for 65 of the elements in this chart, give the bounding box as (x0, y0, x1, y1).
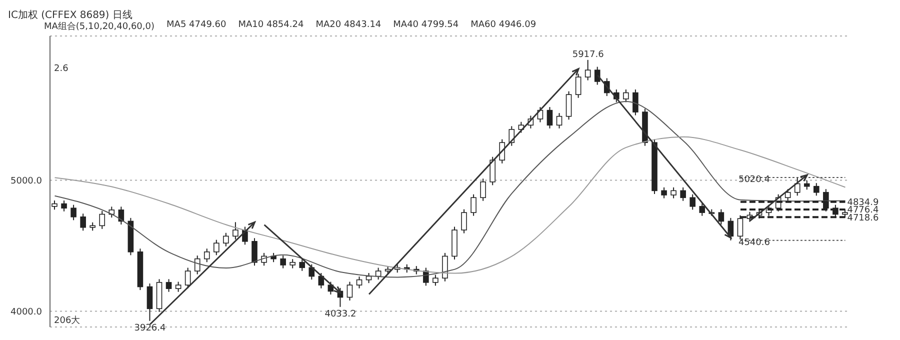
candlestick (442, 252, 448, 282)
candlestick (499, 138, 506, 164)
candlestick (214, 239, 220, 256)
annotation: 2.6 (54, 64, 68, 74)
candlestick (632, 88, 638, 116)
candlestick (232, 222, 238, 240)
candlestick (175, 281, 182, 292)
candlestick (346, 281, 353, 302)
candlestick (184, 267, 191, 289)
annotation: 3926.4 (134, 323, 166, 334)
candlestick (623, 88, 629, 103)
candlestick (252, 238, 258, 266)
candlestick (814, 182, 820, 196)
candlestick (584, 59, 591, 81)
candlestick (490, 156, 496, 186)
annotation: 4033.2 (324, 309, 356, 320)
candlestick (699, 202, 706, 216)
candlestick (690, 194, 696, 210)
candlestick (146, 282, 153, 322)
candlestick (794, 177, 800, 196)
candlestick (661, 186, 667, 199)
text: MA10 4854.24 (238, 20, 304, 32)
candlestick (290, 258, 296, 269)
candlestick (70, 204, 76, 221)
candlestick (508, 126, 515, 146)
candlestick (280, 255, 286, 269)
candlestick (470, 194, 476, 216)
y-tick-label: 4000.0 (10, 307, 42, 318)
candlestick (575, 73, 582, 98)
candlestick (480, 178, 486, 202)
text: MA60 4946.09 (470, 20, 536, 32)
candlestick (594, 66, 600, 86)
candlestick (99, 210, 106, 230)
line-series (54, 136, 846, 274)
candlestick (556, 112, 562, 129)
text: MA40 4799.54 (393, 20, 459, 32)
chart-title: IC加权 (CFFEX 8689) 日线 (8, 8, 134, 21)
y-tick-label: 5000.0 (10, 176, 42, 186)
candlestick (80, 213, 86, 232)
line-series (54, 101, 846, 278)
ref-line-label: 4718.6 (847, 213, 880, 224)
text: MA5 4749.60 (166, 20, 226, 32)
candlestick (670, 186, 676, 199)
candlestick (680, 186, 686, 202)
ref-line-label: 4540.6 (738, 238, 770, 248)
candlestick (52, 200, 58, 210)
annotation: 206大 (54, 314, 80, 327)
candlestick (223, 232, 229, 247)
candlestick (204, 248, 210, 263)
candlestick (166, 278, 172, 292)
candlestick (61, 200, 67, 212)
ref-line-label: 5020.4 (738, 174, 770, 185)
chart-subtitle: MA组合(5,10,20,40,60,0) (44, 20, 155, 32)
candlestick (804, 180, 810, 190)
candlestick (432, 274, 438, 286)
candlestick (194, 255, 200, 275)
candlestick (718, 208, 724, 225)
annotation: 5917.6 (572, 50, 604, 60)
candlestick (308, 264, 315, 280)
candlestick (356, 276, 362, 289)
candlestick (546, 106, 553, 129)
text: MA20 4843.14 (316, 20, 382, 32)
candlestick (461, 208, 467, 234)
candlestick (566, 90, 572, 120)
candlestick (299, 258, 306, 272)
